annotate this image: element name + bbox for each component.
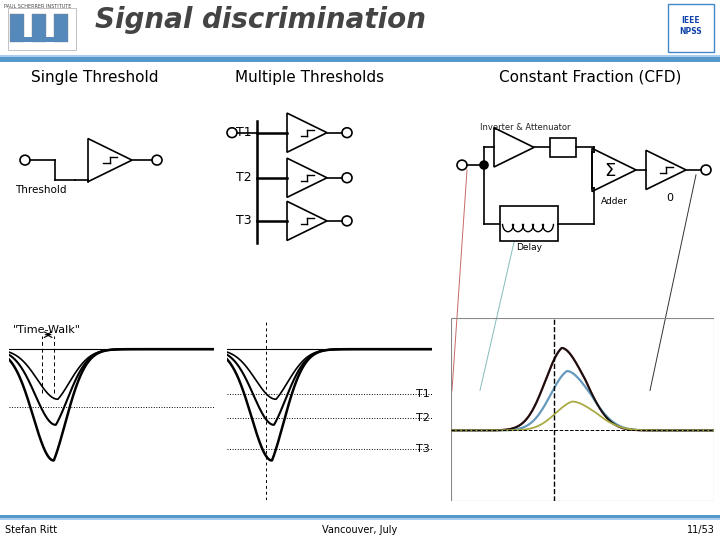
Text: 0: 0	[667, 193, 673, 204]
Text: T1: T1	[416, 389, 430, 399]
Bar	[8, 8, 76, 50]
Text: Inverter & Attenuator: Inverter & Attenuator	[480, 123, 570, 132]
Text: Adder: Adder	[600, 197, 627, 206]
Bar	[0, 518, 720, 520]
Text: Signal discrimination: Signal discrimination	[95, 6, 426, 34]
Text: T3: T3	[416, 444, 430, 454]
Text: T2: T2	[236, 171, 252, 184]
Text: T3: T3	[236, 214, 252, 227]
Bar	[0, 57, 720, 62]
Text: T2: T2	[416, 413, 430, 423]
Bar	[500, 206, 558, 241]
Text: Multiple Thresholds: Multiple Thresholds	[235, 70, 384, 85]
Text: NPSS: NPSS	[680, 27, 702, 36]
Text: Delay: Delay	[516, 244, 542, 252]
Bar	[0, 515, 720, 518]
Text: PAUL SCHERRER INSTITUTE: PAUL SCHERRER INSTITUTE	[4, 4, 72, 9]
Bar	[54, 14, 68, 42]
Bar	[10, 37, 68, 42]
Text: $\Sigma$: $\Sigma$	[604, 162, 616, 180]
Text: IEEE: IEEE	[682, 16, 701, 25]
Text: T1: T1	[236, 126, 252, 139]
Bar	[0, 55, 720, 57]
Text: Constant Fraction (CFD): Constant Fraction (CFD)	[499, 70, 681, 85]
Text: Vancouver, July: Vancouver, July	[323, 525, 397, 535]
Text: Stefan Ritt: Stefan Ritt	[5, 525, 57, 535]
Text: Single Threshold: Single Threshold	[31, 70, 158, 85]
Bar	[668, 4, 714, 52]
Bar	[10, 14, 24, 42]
Text: "Time-Walk": "Time-Walk"	[13, 325, 81, 335]
Circle shape	[480, 161, 488, 169]
Bar	[451, 318, 714, 501]
Bar	[550, 138, 576, 157]
Bar	[32, 14, 46, 42]
Text: Threshold: Threshold	[15, 185, 66, 194]
Text: 11/53: 11/53	[687, 525, 715, 535]
